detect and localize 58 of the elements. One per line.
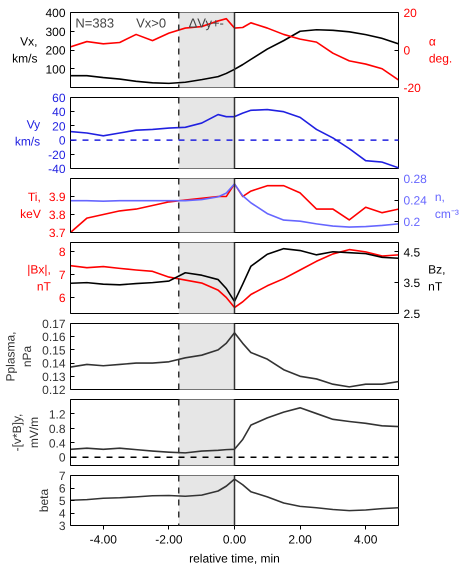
y2-tick-label: 0.2: [404, 215, 421, 230]
y-tick-label: 0.14: [42, 356, 66, 371]
y-tick-label: -20: [48, 148, 66, 162]
y-tick-label: 7: [58, 469, 66, 483]
y-tick-label: 3.7: [48, 226, 66, 240]
y2-tick-label: 0.28: [404, 172, 428, 186]
x-tick-label: 4.00: [354, 532, 378, 546]
y-tick-label: 0.13: [42, 370, 66, 384]
x-tick-label: 2.00: [288, 532, 312, 546]
annotation: Vx>0: [136, 16, 166, 30]
y-tick-label: 60: [52, 91, 66, 105]
y2-tick-label: 0: [404, 44, 410, 58]
y-tick-label: 3: [58, 519, 66, 533]
y-tick-label: 200: [45, 44, 66, 58]
y-tick-label: 0: [58, 450, 66, 465]
y-axis-title: Vy km/s: [14, 118, 40, 148]
y-tick-label: 0.8: [48, 422, 66, 436]
y-tick-label: 3.9: [48, 190, 66, 204]
y-tick-label: 400: [45, 6, 66, 20]
y-tick-label: -40: [48, 162, 66, 176]
y-tick-label: 0.4: [48, 436, 66, 450]
y2-axis-title: α deg.: [428, 34, 452, 66]
annotation: N=383: [75, 16, 114, 30]
y-tick-label: 100: [45, 62, 66, 76]
y-tick-label: 8: [58, 245, 66, 260]
x-tick-label: 0.00: [222, 532, 247, 546]
y-tick-label: 0.17: [42, 317, 66, 331]
y-tick-label: 0.12: [42, 383, 66, 397]
y2-tick-label: 20: [404, 6, 418, 20]
y-tick-label: 20: [52, 119, 66, 134]
y2-tick-label: 3.5: [404, 276, 421, 290]
y-axis-title: -[v*B]y, mV/m: [10, 414, 41, 452]
y-tick-label: 3.8: [48, 208, 66, 222]
y-tick-label: 0.16: [42, 330, 66, 344]
y-tick-label: 4: [58, 506, 66, 520]
y-tick-label: 300: [45, 24, 66, 39]
y2-tick-label: 2.5: [404, 307, 421, 321]
x-axis-title: relative time, min: [189, 552, 280, 565]
y-tick-label: 6: [58, 482, 66, 496]
y-tick-label: 1.2: [48, 407, 66, 422]
y2-axis-title: Bz, nT: [428, 262, 446, 294]
y2-axis-title: n, cm⁻³: [434, 190, 459, 221]
y2-tick-label: 4.5: [404, 245, 421, 260]
y-tick-label: 0.15: [42, 343, 66, 358]
y-tick-label: 0: [58, 134, 66, 148]
y-axis-title: Vx, km/s: [12, 34, 38, 66]
y-tick-label: 5: [58, 494, 66, 508]
y-axis-title: |Bx|, nT: [27, 262, 52, 294]
x-tick-label: -2.00: [155, 532, 183, 546]
x-tick-label: -4.00: [90, 532, 118, 546]
y-axis-title: Pplasma, nPa: [3, 331, 34, 382]
y-tick-label: 40: [52, 105, 66, 120]
y-axis-title: Ti, keV: [20, 190, 41, 221]
y-tick-label: 7: [58, 268, 66, 282]
y2-tick-label: -20: [404, 81, 422, 95]
y-tick-label: 6: [58, 290, 66, 305]
y-axis-title: beta: [36, 488, 51, 512]
y2-tick-label: 0.24: [404, 194, 428, 208]
